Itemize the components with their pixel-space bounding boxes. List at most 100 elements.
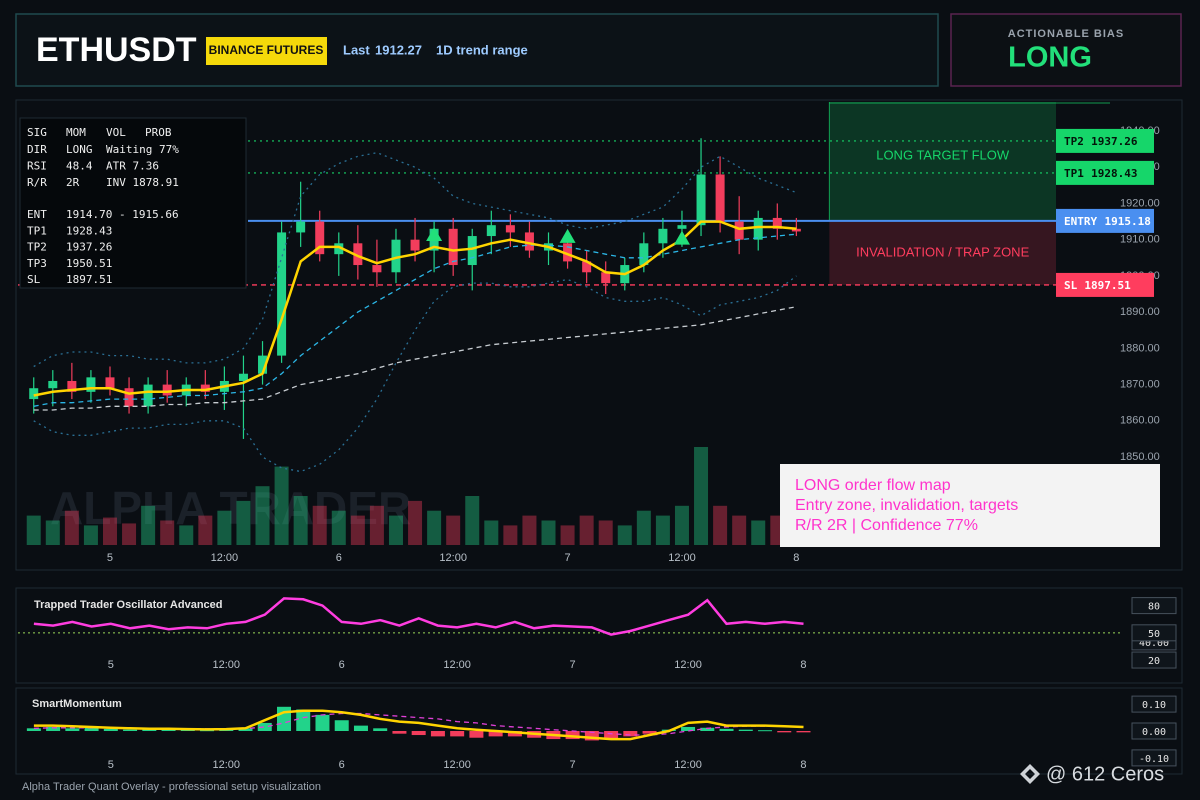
annotation-box: [780, 464, 1160, 547]
range: 1D trend range: [436, 42, 528, 57]
candle-body: [791, 228, 801, 232]
zone-label: LONG TARGET FLOW: [876, 147, 1010, 162]
watermark: ALPHA TRADER: [50, 482, 411, 534]
oscillator-title: Trapped Trader Oscillator Advanced: [34, 599, 223, 611]
zone-label: INVALIDATION / TRAP ZONE: [856, 244, 1029, 259]
candle-body: [105, 377, 115, 389]
annotation: Entry zone, invalidation, targets: [795, 497, 1018, 514]
momentum-bar: [315, 714, 330, 731]
momentum-bar: [700, 727, 715, 731]
momentum-bar: [84, 727, 99, 731]
y-tick-label: 40.00: [1139, 638, 1169, 649]
candle-body: [524, 232, 534, 251]
volume-bar: [236, 500, 251, 545]
x-tick-label: 12:00: [213, 759, 241, 771]
table-header: PROB: [145, 126, 172, 139]
table-cell: R/R: [27, 176, 47, 189]
x-tick-label: 6: [339, 759, 345, 771]
momentum-bar: [565, 731, 580, 740]
annotation: LONG order flow map: [795, 477, 951, 494]
x-tick-label: 5: [108, 659, 114, 671]
momentum-bar: [103, 728, 118, 731]
table-cell: 1950.51: [66, 257, 112, 270]
volume-bar: [617, 525, 632, 545]
plot-layer: 512:00612:00712:0081830.001840.001850.00…: [18, 102, 1160, 771]
y-tick-label: 1870.00: [1120, 378, 1160, 390]
y-tick-label: 0.00: [1142, 727, 1166, 738]
target-zone: [829, 102, 1056, 221]
candle-body: [143, 384, 153, 407]
momentum-bar: [604, 731, 619, 740]
momentum-bar: [257, 722, 272, 731]
momentum-bar: [26, 728, 41, 731]
candle-body: [67, 380, 77, 392]
x-tick-label: 12:00: [443, 759, 471, 771]
volume-bar: [274, 466, 289, 545]
y-tick-label: 1910.00: [1120, 234, 1160, 246]
volume-bar: [45, 520, 60, 545]
momentum-bar: [238, 728, 253, 731]
volume-bar: [503, 525, 518, 545]
table-cell: SL: [27, 273, 41, 286]
momentum-bar: [123, 729, 138, 731]
volume-bar: [541, 520, 556, 545]
candle-body: [696, 174, 706, 226]
momentum-bar: [450, 731, 465, 737]
momentum-bar: [277, 706, 291, 731]
y-tick-box: [1131, 749, 1177, 767]
x-tick-label: 8: [800, 659, 806, 671]
momentum-bar: [353, 725, 368, 731]
momentum-bar: [334, 720, 349, 731]
momentum-bar: [758, 730, 773, 732]
table-cell: TP2: [27, 241, 47, 254]
candle-body: [715, 174, 725, 222]
candle-body: [505, 225, 515, 233]
momentum-title: SmartMomentum: [32, 698, 122, 710]
table-header: VOL: [106, 126, 126, 139]
signal-marker: [426, 227, 443, 242]
volume-bar: [598, 520, 613, 545]
candle-body: [448, 228, 458, 266]
momentum-bar: [411, 731, 426, 736]
level-value: 1928.43: [1091, 167, 1137, 180]
momentum-bar: [796, 731, 811, 733]
volume-bar: [331, 510, 346, 545]
momentum-bar: [777, 731, 792, 733]
candle-body: [277, 232, 287, 356]
x-tick-label: 12:00: [674, 659, 702, 671]
table-cell: 1928.43: [66, 224, 112, 237]
last-label: Last: [343, 42, 370, 57]
table-cell: 2R: [66, 176, 80, 189]
table-cell: Waiting 77%: [106, 143, 179, 156]
y-tick-box: [1131, 624, 1177, 642]
volume-bar: [293, 496, 308, 545]
volume-bar: [160, 520, 175, 545]
candle-body: [258, 355, 268, 374]
y-tick-label: 80: [1148, 602, 1160, 613]
candle-body: [372, 265, 382, 273]
momentum-bar: [46, 726, 61, 731]
candle-body: [410, 239, 420, 251]
level-name: TP2: [1064, 135, 1084, 148]
level-tag: [1056, 208, 1154, 233]
volume-bar: [694, 447, 709, 545]
bias-box: [950, 13, 1182, 87]
indicator-line: [33, 233, 797, 407]
volume-bar: [732, 515, 747, 545]
volume-bar: [255, 486, 270, 545]
volume-bar: [64, 510, 79, 545]
y-tick-box: [1131, 597, 1177, 615]
volume-bar: [674, 505, 689, 545]
candle-body: [238, 373, 248, 381]
oscillator-line: [33, 597, 804, 636]
y-tick-label: -0.10: [1139, 754, 1169, 765]
x-tick-label: 7: [570, 759, 576, 771]
level-value: 1937.26: [1091, 135, 1138, 148]
volume-bar: [369, 505, 384, 545]
volume-bar: [484, 520, 499, 545]
header-box: [15, 13, 939, 87]
momentum-bar: [719, 728, 734, 731]
last-price: 1912.27: [375, 42, 422, 57]
y-tick-label: 20: [1148, 656, 1160, 667]
